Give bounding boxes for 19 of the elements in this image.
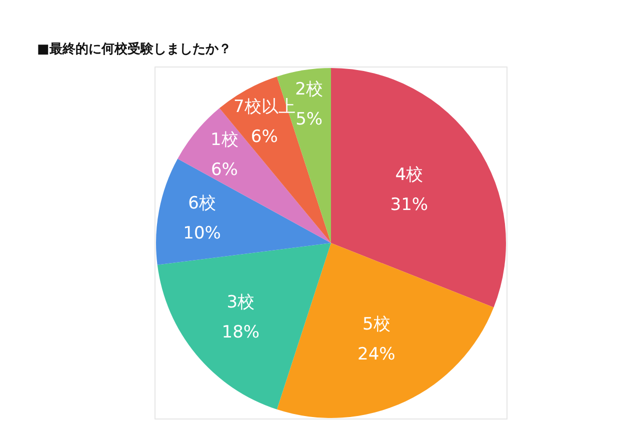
slice-label: 6校 <box>188 193 216 214</box>
slice-label: 5校 <box>362 314 390 335</box>
slice-label: 4校 <box>395 164 424 185</box>
slice-label: 3校 <box>226 292 255 313</box>
pie-slice <box>276 243 494 418</box>
data-label: 6% <box>250 126 278 147</box>
data-label: 31% <box>390 194 428 215</box>
pie-slice <box>331 68 506 308</box>
pie-slice <box>156 158 331 265</box>
data-label: 10% <box>183 223 221 244</box>
pie-slice <box>157 243 331 410</box>
slice-label: 2校 <box>295 80 324 100</box>
data-label: 6% <box>210 160 238 180</box>
chart-title: ■最終的に何校受験しましたか？ <box>37 41 232 57</box>
slice-label: 7校以上 <box>233 96 296 117</box>
slice-label: 1校 <box>210 130 238 150</box>
data-label: 18% <box>222 322 260 343</box>
data-label: 5% <box>296 110 323 130</box>
data-label: 24% <box>358 344 396 365</box>
